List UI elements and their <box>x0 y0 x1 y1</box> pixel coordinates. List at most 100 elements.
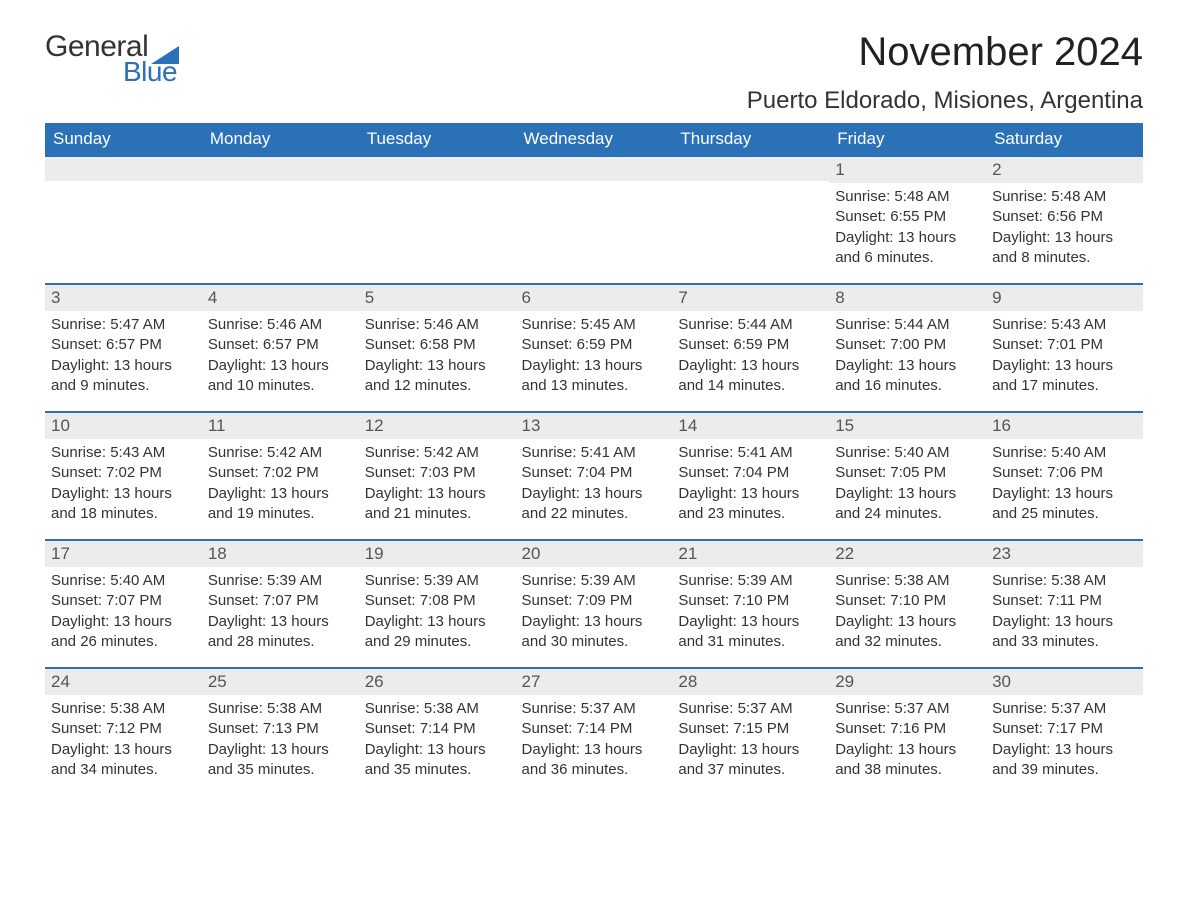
day-body: Sunrise: 5:40 AMSunset: 7:07 PMDaylight:… <box>45 567 202 660</box>
day-body: Sunrise: 5:38 AMSunset: 7:11 PMDaylight:… <box>986 567 1143 660</box>
day-body: Sunrise: 5:38 AMSunset: 7:12 PMDaylight:… <box>45 695 202 788</box>
sunrise-text: Sunrise: 5:48 AM <box>835 187 980 207</box>
empty-day-header <box>516 155 673 181</box>
calendar-cell: 9Sunrise: 5:43 AMSunset: 7:01 PMDaylight… <box>986 283 1143 411</box>
day-number: 16 <box>986 411 1143 439</box>
sunset-text: Sunset: 7:04 PM <box>678 463 823 483</box>
calendar-body: 1Sunrise: 5:48 AMSunset: 6:55 PMDaylight… <box>45 155 1143 795</box>
sunset-text: Sunset: 7:11 PM <box>992 591 1137 611</box>
calendar-week-row: 24Sunrise: 5:38 AMSunset: 7:12 PMDayligh… <box>45 667 1143 795</box>
calendar-cell: 10Sunrise: 5:43 AMSunset: 7:02 PMDayligh… <box>45 411 202 539</box>
weekday-header: Monday <box>202 123 359 155</box>
day-body: Sunrise: 5:44 AMSunset: 7:00 PMDaylight:… <box>829 311 986 404</box>
sunrise-text: Sunrise: 5:38 AM <box>365 699 510 719</box>
day-number: 8 <box>829 283 986 311</box>
daylight-text: Daylight: 13 hours and 25 minutes. <box>992 484 1137 525</box>
calendar-cell: 12Sunrise: 5:42 AMSunset: 7:03 PMDayligh… <box>359 411 516 539</box>
sunrise-text: Sunrise: 5:37 AM <box>835 699 980 719</box>
sunrise-text: Sunrise: 5:40 AM <box>51 571 196 591</box>
daylight-text: Daylight: 13 hours and 37 minutes. <box>678 740 823 781</box>
daylight-text: Daylight: 13 hours and 9 minutes. <box>51 356 196 397</box>
sunrise-text: Sunrise: 5:47 AM <box>51 315 196 335</box>
sunset-text: Sunset: 7:09 PM <box>522 591 667 611</box>
day-number: 17 <box>45 539 202 567</box>
day-body: Sunrise: 5:39 AMSunset: 7:07 PMDaylight:… <box>202 567 359 660</box>
daylight-text: Daylight: 13 hours and 35 minutes. <box>365 740 510 781</box>
sunset-text: Sunset: 6:57 PM <box>51 335 196 355</box>
weekday-header: Thursday <box>672 123 829 155</box>
day-body: Sunrise: 5:40 AMSunset: 7:05 PMDaylight:… <box>829 439 986 532</box>
empty-day-header <box>672 155 829 181</box>
empty-day-header <box>45 155 202 181</box>
daylight-text: Daylight: 13 hours and 38 minutes. <box>835 740 980 781</box>
sunset-text: Sunset: 7:00 PM <box>835 335 980 355</box>
day-number: 2 <box>986 155 1143 183</box>
empty-day-header <box>359 155 516 181</box>
daylight-text: Daylight: 13 hours and 30 minutes. <box>522 612 667 653</box>
weekday-header: Wednesday <box>516 123 673 155</box>
day-number: 14 <box>672 411 829 439</box>
sunrise-text: Sunrise: 5:44 AM <box>835 315 980 335</box>
daylight-text: Daylight: 13 hours and 22 minutes. <box>522 484 667 525</box>
calendar-cell: 5Sunrise: 5:46 AMSunset: 6:58 PMDaylight… <box>359 283 516 411</box>
daylight-text: Daylight: 13 hours and 33 minutes. <box>992 612 1137 653</box>
month-title: November 2024 <box>747 30 1143 75</box>
sunset-text: Sunset: 7:15 PM <box>678 719 823 739</box>
sunset-text: Sunset: 6:59 PM <box>522 335 667 355</box>
sunrise-text: Sunrise: 5:39 AM <box>522 571 667 591</box>
title-block: November 2024 Puerto Eldorado, Misiones,… <box>747 30 1143 115</box>
sunset-text: Sunset: 7:16 PM <box>835 719 980 739</box>
day-body: Sunrise: 5:39 AMSunset: 7:09 PMDaylight:… <box>516 567 673 660</box>
daylight-text: Daylight: 13 hours and 19 minutes. <box>208 484 353 525</box>
day-body: Sunrise: 5:41 AMSunset: 7:04 PMDaylight:… <box>516 439 673 532</box>
day-body: Sunrise: 5:37 AMSunset: 7:16 PMDaylight:… <box>829 695 986 788</box>
sunset-text: Sunset: 7:04 PM <box>522 463 667 483</box>
sunset-text: Sunset: 7:02 PM <box>208 463 353 483</box>
weekday-header: Tuesday <box>359 123 516 155</box>
day-number: 4 <box>202 283 359 311</box>
daylight-text: Daylight: 13 hours and 26 minutes. <box>51 612 196 653</box>
day-body: Sunrise: 5:38 AMSunset: 7:14 PMDaylight:… <box>359 695 516 788</box>
daylight-text: Daylight: 13 hours and 18 minutes. <box>51 484 196 525</box>
calendar-cell: 21Sunrise: 5:39 AMSunset: 7:10 PMDayligh… <box>672 539 829 667</box>
header: General Blue November 2024 Puerto Eldora… <box>45 30 1143 115</box>
sunrise-text: Sunrise: 5:42 AM <box>365 443 510 463</box>
sunrise-text: Sunrise: 5:37 AM <box>522 699 667 719</box>
calendar-week-row: 17Sunrise: 5:40 AMSunset: 7:07 PMDayligh… <box>45 539 1143 667</box>
sunset-text: Sunset: 7:13 PM <box>208 719 353 739</box>
sunset-text: Sunset: 7:14 PM <box>365 719 510 739</box>
daylight-text: Daylight: 13 hours and 16 minutes. <box>835 356 980 397</box>
day-body: Sunrise: 5:44 AMSunset: 6:59 PMDaylight:… <box>672 311 829 404</box>
weekday-header: Sunday <box>45 123 202 155</box>
sunset-text: Sunset: 6:56 PM <box>992 207 1137 227</box>
day-number: 22 <box>829 539 986 567</box>
day-body: Sunrise: 5:37 AMSunset: 7:15 PMDaylight:… <box>672 695 829 788</box>
sunrise-text: Sunrise: 5:39 AM <box>208 571 353 591</box>
calendar-week-row: 10Sunrise: 5:43 AMSunset: 7:02 PMDayligh… <box>45 411 1143 539</box>
calendar-cell: 28Sunrise: 5:37 AMSunset: 7:15 PMDayligh… <box>672 667 829 795</box>
weekday-header: Friday <box>829 123 986 155</box>
sunrise-text: Sunrise: 5:39 AM <box>365 571 510 591</box>
calendar-cell: 27Sunrise: 5:37 AMSunset: 7:14 PMDayligh… <box>516 667 673 795</box>
day-body: Sunrise: 5:38 AMSunset: 7:10 PMDaylight:… <box>829 567 986 660</box>
day-body: Sunrise: 5:40 AMSunset: 7:06 PMDaylight:… <box>986 439 1143 532</box>
calendar-cell: 18Sunrise: 5:39 AMSunset: 7:07 PMDayligh… <box>202 539 359 667</box>
daylight-text: Daylight: 13 hours and 29 minutes. <box>365 612 510 653</box>
daylight-text: Daylight: 13 hours and 23 minutes. <box>678 484 823 525</box>
logo: General Blue <box>45 30 179 88</box>
sunrise-text: Sunrise: 5:38 AM <box>992 571 1137 591</box>
daylight-text: Daylight: 13 hours and 31 minutes. <box>678 612 823 653</box>
sunrise-text: Sunrise: 5:46 AM <box>365 315 510 335</box>
calendar-cell: 20Sunrise: 5:39 AMSunset: 7:09 PMDayligh… <box>516 539 673 667</box>
day-body: Sunrise: 5:47 AMSunset: 6:57 PMDaylight:… <box>45 311 202 404</box>
sunset-text: Sunset: 7:08 PM <box>365 591 510 611</box>
day-number: 15 <box>829 411 986 439</box>
sunrise-text: Sunrise: 5:41 AM <box>522 443 667 463</box>
day-body: Sunrise: 5:42 AMSunset: 7:02 PMDaylight:… <box>202 439 359 532</box>
sunrise-text: Sunrise: 5:46 AM <box>208 315 353 335</box>
calendar-cell: 2Sunrise: 5:48 AMSunset: 6:56 PMDaylight… <box>986 155 1143 283</box>
day-body: Sunrise: 5:37 AMSunset: 7:17 PMDaylight:… <box>986 695 1143 788</box>
sunset-text: Sunset: 7:06 PM <box>992 463 1137 483</box>
daylight-text: Daylight: 13 hours and 8 minutes. <box>992 228 1137 269</box>
calendar-cell: 6Sunrise: 5:45 AMSunset: 6:59 PMDaylight… <box>516 283 673 411</box>
